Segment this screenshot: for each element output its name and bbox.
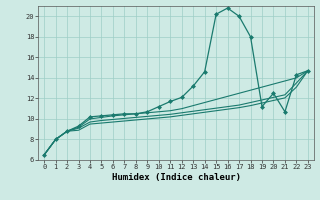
X-axis label: Humidex (Indice chaleur): Humidex (Indice chaleur) [111, 173, 241, 182]
